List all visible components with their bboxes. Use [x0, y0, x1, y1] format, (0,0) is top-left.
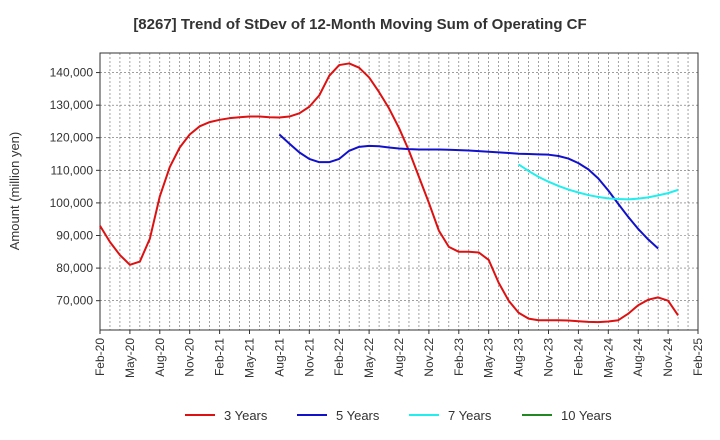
x-tick-label: May-21: [243, 338, 257, 378]
x-tick-label: Nov-23: [542, 338, 556, 377]
x-tick-label: Nov-22: [422, 338, 436, 377]
x-tick-label: May-20: [123, 338, 137, 378]
x-tick-label: May-23: [482, 338, 496, 378]
y-tick-label: 130,000: [50, 98, 94, 112]
y-tick-label: 110,000: [51, 163, 94, 177]
x-tick-label: Aug-21: [272, 338, 286, 377]
x-tick-label: Aug-20: [153, 338, 167, 377]
legend-label: 10 Years: [561, 408, 612, 423]
y-tick-label: 70,000: [56, 294, 93, 308]
x-tick-label: Feb-24: [571, 338, 585, 376]
legend: 3 Years 5 Years 7 Years 10 Years: [185, 408, 612, 423]
plot-area: [100, 53, 698, 330]
y-tick-label: 90,000: [56, 228, 93, 242]
x-tick-label: Aug-22: [392, 338, 406, 377]
y-tick-label: 140,000: [50, 66, 94, 80]
x-tick-label: Feb-25: [691, 338, 705, 376]
y-tick-label: 120,000: [50, 131, 94, 145]
y-axis-ticks: 70,000 80,000 90,000 100,000 110,000 120,000 1…: [50, 66, 100, 308]
y-tick-label: 80,000: [56, 261, 93, 275]
x-tick-label: Feb-21: [213, 338, 227, 376]
x-tick-label: Feb-23: [452, 338, 466, 376]
x-tick-label: May-22: [362, 338, 376, 378]
series-lines: [99, 62, 679, 324]
x-tick-label: Nov-24: [661, 338, 675, 377]
series-line-7-years: [518, 163, 679, 201]
x-tick-label: Feb-20: [93, 338, 107, 376]
chart-title: [8267] Trend of StDev of 12-Month Moving…: [133, 16, 586, 33]
legend-label: 3 Years: [224, 408, 268, 423]
x-tick-label: May-24: [601, 338, 615, 378]
x-tick-label: Aug-23: [512, 338, 526, 377]
series-line-5-years: [278, 133, 659, 250]
x-tick-label: Nov-21: [302, 338, 316, 377]
series-line-3-years: [99, 62, 679, 324]
y-tick-label: 100,000: [50, 196, 94, 210]
legend-label: 5 Years: [336, 408, 380, 423]
x-tick-label: Feb-22: [332, 338, 346, 376]
y-axis-label: Amount (million yen): [7, 132, 22, 251]
x-tick-label: Aug-24: [631, 338, 645, 377]
x-tick-label: Nov-20: [183, 338, 197, 377]
legend-label: 7 Years: [448, 408, 492, 423]
x-axis-ticks: Feb-20 May-20 Aug-20 Nov-20 Feb-21 May-21 Aug-…: [93, 330, 705, 378]
